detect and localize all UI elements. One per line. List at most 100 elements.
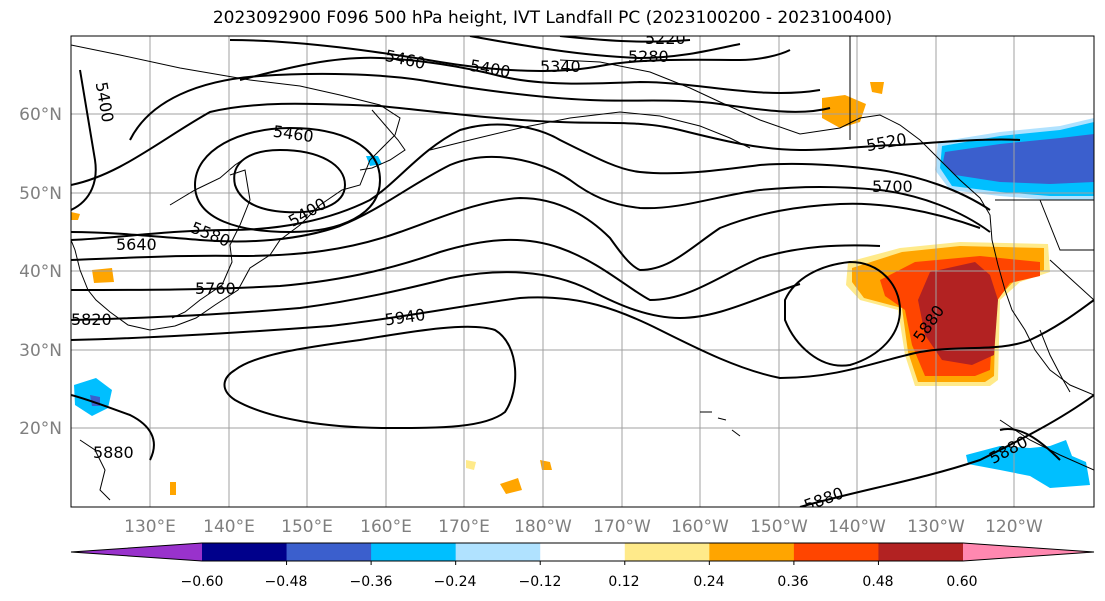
contour-5880-south [71, 394, 155, 461]
map-area: 5400 5460 5400 5340 5280 5220 5460 5400 … [71, 29, 1094, 515]
ivt-positive-region [918, 262, 998, 365]
contour-5340 [229, 39, 791, 72]
ivt-positive-region [500, 478, 522, 494]
contour-5220 [559, 36, 691, 43]
colorbar-extend-max [963, 543, 1094, 561]
lon-label: 160°E [360, 517, 412, 537]
ivt-positive-region [71, 212, 80, 220]
contour-5640 [71, 155, 991, 243]
contour-5460-low [193, 126, 382, 234]
latitude-labels: 60°N 50°N 40°N 30°N 20°N [19, 105, 62, 439]
coastline-baja [1039, 329, 1071, 393]
colorbar-tick-label: −0.60 [181, 574, 224, 590]
map-title: 2023092900 F096 500 hPa height, IVT Land… [212, 8, 893, 28]
contour-label: 5280 [628, 47, 669, 66]
contour-5880-east [71, 296, 1094, 380]
lat-label: 30°N [19, 341, 62, 361]
lon-label: 180°W [514, 517, 572, 537]
colorbar-tick-label: −0.36 [350, 574, 393, 590]
contour-label: 5340 [540, 57, 581, 76]
contour-5280 [469, 36, 741, 60]
contour-5820 [71, 271, 801, 321]
ivt-positive-region [822, 95, 866, 128]
colorbar-segment [709, 543, 795, 561]
contour-label: 5460 [272, 122, 315, 146]
coastline-kamchatka [359, 109, 406, 171]
colorbar-segment [540, 543, 626, 561]
lon-label: 160°W [671, 517, 729, 537]
colorbar-tick-label: 0.24 [693, 574, 724, 590]
contour-label: 5820 [71, 310, 112, 329]
contour-label: 5400 [92, 80, 118, 123]
ivt-positive-region [170, 482, 176, 495]
colorbar-tick-label: −0.48 [265, 574, 308, 590]
contour-label: 5400 [468, 56, 511, 82]
contour-5880-high [784, 260, 902, 367]
ivt-positive-region [466, 460, 476, 470]
lat-label: 20°N [19, 419, 62, 439]
contour-label: 5700 [872, 177, 913, 196]
contour-5400-left [71, 69, 97, 211]
colorbar-tick-label: 0.36 [777, 574, 808, 590]
colorbar-segment [286, 543, 372, 561]
lat-label: 60°N [19, 105, 62, 125]
contour-label: 5880 [801, 483, 846, 515]
coastline-japan [171, 169, 251, 319]
height-contours [71, 36, 1094, 507]
ivt-negative-region [366, 156, 382, 166]
lon-label: 150°E [281, 517, 333, 537]
contour-5400-north [239, 56, 821, 95]
lat-label: 50°N [19, 184, 62, 204]
contour-label: 5460 [383, 46, 427, 73]
lon-label: 170°E [438, 517, 490, 537]
coastline-philippines [79, 439, 111, 501]
longitude-labels: 130°E 140°E 150°E 160°E 170°E 180°W 170°… [124, 517, 1043, 537]
lon-label: 140°E [203, 517, 255, 537]
contour-5580 [71, 123, 991, 241]
colorbar-segment [202, 543, 288, 561]
ivt-negative-region [943, 134, 1094, 184]
coastline-aleutians [429, 111, 751, 151]
contour-label: 5940 [384, 305, 427, 329]
contour-label: 5640 [116, 235, 157, 254]
map-frame [70, 35, 1095, 508]
colorbar-tick-label: −0.24 [434, 574, 477, 590]
contour-label: 5760 [195, 279, 236, 298]
contour-5400-low [233, 148, 347, 214]
contour-5460-north [129, 72, 831, 141]
contour-5700 [71, 196, 981, 272]
colorbar-extend-min [71, 543, 202, 561]
colorbar-tick-label: 0.60 [946, 574, 977, 590]
contour-5940 [223, 325, 517, 430]
lon-label: 130°E [124, 517, 176, 537]
ivt-positive-region [540, 460, 552, 470]
colorbar-segment [371, 543, 457, 561]
coastline-sea-of-okhotsk [169, 154, 251, 206]
contour-5520 [71, 102, 1021, 186]
coastline-alaska [559, 59, 1094, 396]
colorbar-segment [878, 543, 964, 561]
contour-label: 5520 [865, 129, 908, 155]
lat-label: 40°N [19, 262, 62, 282]
graticule [71, 36, 1094, 507]
colorbar-segment [793, 543, 879, 561]
contour-label: 5220 [645, 29, 686, 48]
coastline-hawaii [700, 411, 741, 437]
contour-label: 5880 [93, 443, 134, 462]
lon-label: 170°W [593, 517, 651, 537]
contour-5880-bottom [799, 394, 1094, 507]
lon-label: 140°W [828, 517, 886, 537]
colorbar-segment [455, 543, 541, 561]
colorbar-tick-labels: −0.60 −0.48 −0.36 −0.24 −0.12 0.12 0.24 … [181, 574, 978, 590]
ivt-positive-region [870, 82, 884, 94]
lon-label: 120°W [985, 517, 1043, 537]
colorbar-tick-label: 0.48 [862, 574, 893, 590]
colorbar-outline [70, 542, 1095, 562]
border-canada-interior [1039, 199, 1094, 301]
colorbar-tick-label: 0.12 [608, 574, 639, 590]
colorbar [70, 542, 1095, 565]
colorbar-segment [624, 543, 710, 561]
lon-label: 130°W [907, 517, 965, 537]
lon-label: 150°W [750, 517, 808, 537]
